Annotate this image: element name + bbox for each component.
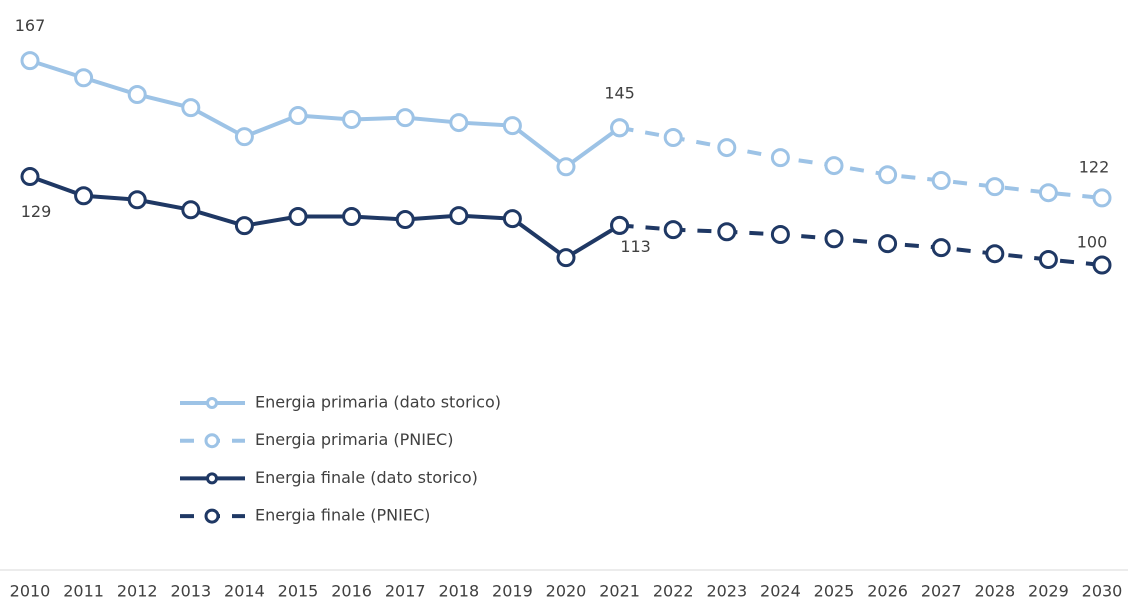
x-tick-label: 2026 bbox=[867, 582, 908, 601]
data-label: 145 bbox=[604, 83, 635, 102]
x-tick-label: 2010 bbox=[10, 582, 51, 601]
point bbox=[342, 207, 362, 227]
point bbox=[824, 156, 844, 176]
point bbox=[127, 190, 147, 210]
x-tick-label: 2014 bbox=[224, 582, 265, 601]
point bbox=[931, 171, 951, 191]
legend-label: Energia finale (dato storico) bbox=[255, 468, 478, 487]
point bbox=[663, 220, 683, 240]
point bbox=[610, 118, 630, 138]
point bbox=[770, 225, 790, 244]
legend-marker bbox=[204, 433, 220, 449]
point bbox=[878, 165, 898, 185]
x-tick-label: 2030 bbox=[1082, 582, 1123, 601]
x-tick-label: 2027 bbox=[921, 582, 962, 601]
x-tick-label: 2029 bbox=[1028, 582, 1069, 601]
point bbox=[449, 113, 469, 133]
x-tick-label: 2017 bbox=[385, 582, 426, 601]
x-tick-label: 2022 bbox=[653, 582, 694, 601]
legend-label: Energia primaria (PNIEC) bbox=[255, 430, 453, 449]
x-tick-label: 2018 bbox=[438, 582, 479, 601]
x-tick-label: 2028 bbox=[974, 582, 1015, 601]
series-line bbox=[29, 58, 621, 170]
data-label: 167 bbox=[15, 16, 46, 35]
data-label: 122 bbox=[1079, 157, 1110, 176]
point bbox=[1092, 255, 1112, 275]
legend-label: Energia primaria (dato storico) bbox=[255, 393, 501, 412]
point bbox=[20, 51, 40, 71]
point bbox=[985, 244, 1005, 264]
series-line bbox=[619, 223, 1103, 267]
point bbox=[556, 157, 576, 177]
point bbox=[1092, 188, 1112, 208]
point bbox=[395, 108, 415, 128]
data-label: 129 bbox=[21, 202, 52, 221]
series-line bbox=[29, 174, 621, 261]
x-tick-label: 2013 bbox=[170, 582, 211, 601]
point bbox=[770, 148, 790, 168]
data-label: 100 bbox=[1077, 233, 1108, 252]
point bbox=[878, 234, 898, 254]
x-tick-label: 2011 bbox=[63, 582, 104, 601]
point bbox=[985, 177, 1005, 197]
x-tick-label: 2016 bbox=[331, 582, 372, 601]
x-tick-label: 2015 bbox=[278, 582, 319, 601]
point bbox=[449, 206, 469, 226]
point bbox=[234, 216, 254, 236]
point bbox=[234, 127, 254, 147]
point bbox=[342, 110, 362, 130]
legend-marker bbox=[206, 397, 218, 409]
x-tick-label: 2021 bbox=[599, 582, 640, 601]
point bbox=[502, 209, 522, 229]
point bbox=[931, 238, 951, 258]
x-tick-label: 2025 bbox=[814, 582, 855, 601]
series-line bbox=[619, 125, 1103, 200]
legend-label: Energia finale (PNIEC) bbox=[255, 506, 430, 525]
x-tick-label: 2024 bbox=[760, 582, 801, 601]
point bbox=[1038, 250, 1058, 270]
point bbox=[395, 210, 415, 230]
legend-marker bbox=[204, 508, 220, 524]
point bbox=[181, 98, 201, 118]
point bbox=[74, 68, 94, 88]
point bbox=[502, 116, 522, 136]
point bbox=[181, 200, 201, 220]
point bbox=[1038, 183, 1058, 203]
x-tick-label: 2019 bbox=[492, 582, 533, 601]
point bbox=[663, 128, 683, 148]
point bbox=[556, 248, 576, 268]
point bbox=[127, 85, 147, 105]
legend-marker bbox=[206, 472, 218, 485]
point bbox=[74, 186, 94, 206]
point bbox=[288, 106, 308, 126]
point bbox=[717, 222, 737, 242]
x-tick-label: 2023 bbox=[706, 582, 747, 601]
x-tick-label: 2012 bbox=[117, 582, 158, 601]
point bbox=[20, 167, 40, 187]
data-label: 113 bbox=[620, 237, 651, 256]
point bbox=[610, 215, 630, 235]
point bbox=[824, 229, 844, 249]
point bbox=[288, 207, 308, 227]
x-tick-label: 2020 bbox=[546, 582, 587, 601]
point bbox=[717, 138, 737, 158]
